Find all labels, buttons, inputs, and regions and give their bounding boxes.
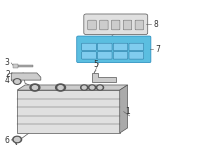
FancyBboxPatch shape [113,43,128,50]
Circle shape [14,137,20,142]
Text: 8: 8 [153,20,158,29]
Circle shape [32,86,37,89]
Circle shape [56,84,65,91]
Polygon shape [11,73,41,80]
FancyBboxPatch shape [88,20,96,30]
FancyBboxPatch shape [84,14,148,35]
Circle shape [81,85,88,90]
Circle shape [30,84,40,91]
Polygon shape [92,73,116,82]
Text: 7: 7 [155,45,160,54]
Bar [17,65,33,67]
FancyBboxPatch shape [111,20,120,30]
FancyBboxPatch shape [113,52,128,59]
Circle shape [90,86,94,89]
Text: 5: 5 [94,60,98,69]
FancyBboxPatch shape [77,36,151,63]
FancyBboxPatch shape [82,43,96,50]
Circle shape [82,86,86,89]
FancyBboxPatch shape [97,52,112,59]
Text: 6: 6 [4,136,9,145]
Text: 1: 1 [126,107,130,116]
Circle shape [98,86,102,89]
Text: 4: 4 [4,76,9,85]
FancyBboxPatch shape [129,43,144,50]
Circle shape [89,85,96,90]
FancyBboxPatch shape [82,52,96,59]
FancyBboxPatch shape [129,52,144,59]
Text: 2: 2 [5,70,10,79]
Circle shape [13,79,21,84]
Polygon shape [120,85,128,133]
Bar [17,90,120,133]
FancyBboxPatch shape [97,43,112,50]
FancyBboxPatch shape [100,20,108,30]
FancyBboxPatch shape [123,20,132,30]
Circle shape [13,136,22,143]
Text: 3: 3 [4,58,9,67]
Polygon shape [17,85,128,90]
Circle shape [58,86,63,89]
FancyBboxPatch shape [135,20,144,30]
Circle shape [96,85,104,90]
Bar [13,64,18,68]
Circle shape [15,80,20,83]
